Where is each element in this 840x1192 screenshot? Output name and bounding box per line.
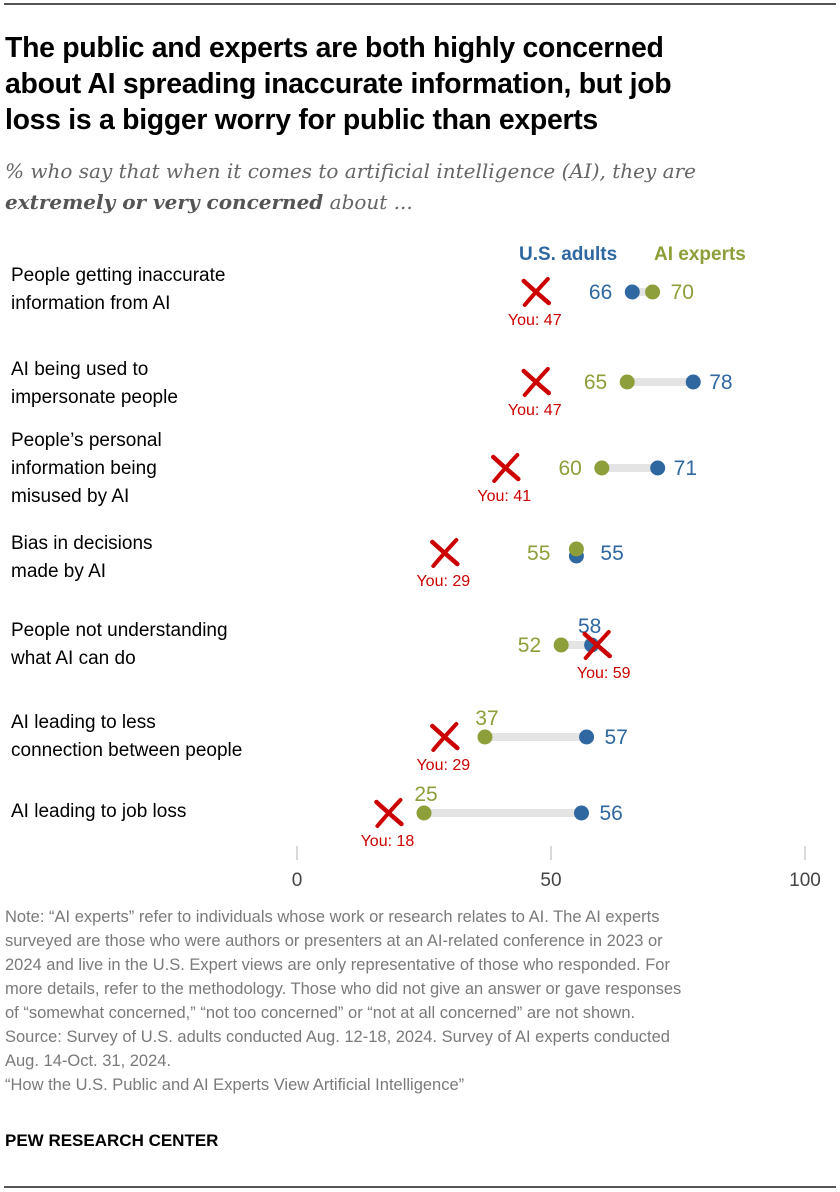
category-label-line: People not understanding <box>11 620 228 641</box>
category-label-line: AI being used to <box>11 359 149 380</box>
us-adults-value-label: 58 <box>578 615 601 638</box>
you-value-label: You: 29 <box>416 757 470 774</box>
ai-experts-value-label: 55 <box>527 542 550 565</box>
us-adults-dot <box>650 460 666 476</box>
ai-experts-value-label: 60 <box>558 457 581 480</box>
footnote: Note: “AI experts” refer to individuals … <box>5 905 835 1097</box>
category-label-line: AI leading to less <box>11 712 156 733</box>
x-axis-tick-label: 0 <box>292 870 303 891</box>
us-adults-value-label: 55 <box>600 542 623 565</box>
ai-experts-dot <box>553 637 569 653</box>
legend-ai-experts: AI experts <box>654 244 746 265</box>
title-line: about AI spreading inaccurate informatio… <box>5 68 672 100</box>
note-line: of “somewhat concerned,” “not too concer… <box>5 1004 636 1022</box>
chart-title: The public and experts are both highly c… <box>5 30 789 138</box>
ai-experts-value-label: 70 <box>671 281 694 304</box>
category-label-line: People’s personal <box>11 430 162 451</box>
x-axis-tick-label: 50 <box>540 870 561 891</box>
ai-experts-dot <box>477 729 493 745</box>
x-stroke <box>375 798 403 828</box>
x-stroke <box>492 453 520 483</box>
you-x-marker-icon <box>521 277 552 307</box>
category-label: Bias in decisions made by AI <box>11 530 153 586</box>
us-adults-dot <box>579 729 595 745</box>
x-axis-tick-label: 100 <box>789 870 821 891</box>
you-x-marker-icon <box>430 722 460 752</box>
x-stroke <box>522 277 550 307</box>
source-line: Aug. 14-Oct. 31, 2024. <box>5 1052 172 1070</box>
category-label: AI leading to job loss <box>11 798 186 826</box>
x-stroke <box>431 722 459 752</box>
note-line: surveyed are those who were authors or p… <box>5 932 663 950</box>
legend-us-adults: U.S. adults <box>519 244 618 265</box>
report-title-line: “How the U.S. Public and AI Experts View… <box>5 1076 465 1094</box>
us-adults-dot <box>685 374 701 390</box>
category-label-line: information from AI <box>11 293 171 314</box>
dot-plot: 0 50 100 66 70 You: 47 78 65 You: 47 71 60 You: 41 5… <box>292 277 821 891</box>
category-label-line: impersonate people <box>11 387 178 408</box>
subtitle-line: extremely or very concerned about ... <box>5 187 825 218</box>
category-label-line: misused by AI <box>11 486 130 507</box>
you-x-marker-icon <box>491 453 521 483</box>
category-label-line: made by AI <box>11 561 107 582</box>
us-adults-value-label: 56 <box>599 802 622 825</box>
x-stroke <box>583 630 611 660</box>
category-label: People’s personal information being misuse… <box>11 427 162 511</box>
you-value-label: You: 47 <box>508 402 562 419</box>
title-line: loss is a bigger worry for public than e… <box>5 104 598 136</box>
you-x-marker-icon <box>521 367 552 397</box>
you-x-marker-icon <box>582 630 612 660</box>
you-x-marker-icon <box>430 538 460 568</box>
subtitle-line: % who say that when it comes to artifici… <box>5 159 696 183</box>
category-label: AI being used to impersonate people <box>11 356 178 412</box>
category-label-line: People getting inaccurate <box>11 265 226 286</box>
ai-experts-value-label: 52 <box>518 634 541 657</box>
category-label: AI leading to less connection between peo… <box>11 709 242 765</box>
ai-experts-value-label: 37 <box>475 707 498 730</box>
you-value-label: You: 29 <box>416 573 470 590</box>
ai-experts-dot <box>568 541 584 557</box>
ai-experts-dot <box>416 805 432 821</box>
pew-research-center-logo: PEW RESEARCH CENTER <box>5 1131 219 1150</box>
category-label: People getting inaccurate information fro… <box>11 262 225 318</box>
you-value-label: You: 59 <box>577 665 631 682</box>
you-value-label: You: 18 <box>361 833 415 850</box>
category-label-line: AI leading to job loss <box>11 801 187 822</box>
source-line: Source: Survey of U.S. adults conducted … <box>5 1028 670 1046</box>
ai-experts-value-label: 65 <box>584 371 607 394</box>
category-label-line: what AI can do <box>11 648 136 669</box>
note-line: more details, refer to the methodology. … <box>5 980 682 998</box>
subtitle-emphasis: extremely or very concerned <box>5 190 324 214</box>
bottom-rule <box>4 1186 836 1188</box>
category-label-line: information being <box>11 458 157 479</box>
you-x-marker-icon <box>374 798 404 828</box>
category-label-line: Bias in decisions <box>11 533 153 554</box>
you-value-label: You: 47 <box>508 312 562 329</box>
subtitle-rest: about ... <box>323 190 413 214</box>
us-adults-value-label: 66 <box>589 281 612 304</box>
ai-experts-dot <box>619 374 635 390</box>
title-line: The public and experts are both highly c… <box>5 32 664 64</box>
category-label: People not understanding what AI can do <box>11 617 228 673</box>
x-stroke <box>522 367 550 397</box>
us-adults-value-label: 78 <box>709 371 732 394</box>
ai-experts-dot <box>594 460 610 476</box>
you-value-label: You: 41 <box>477 488 531 505</box>
note-line: 2024 and live in the U.S. Expert views a… <box>5 956 670 974</box>
ai-experts-value-label: 25 <box>414 783 437 806</box>
note-line: Note: “AI experts” refer to individuals … <box>5 908 660 926</box>
category-label-line: connection between people <box>11 740 243 761</box>
x-stroke <box>431 538 459 568</box>
top-rule <box>4 3 836 5</box>
us-adults-value-label: 71 <box>674 457 697 480</box>
ai-experts-dot <box>645 284 661 300</box>
us-adults-value-label: 57 <box>605 726 628 749</box>
us-adults-dot <box>624 284 640 300</box>
us-adults-dot <box>573 805 589 821</box>
chart-subtitle: % who say that when it comes to artifici… <box>5 156 825 218</box>
